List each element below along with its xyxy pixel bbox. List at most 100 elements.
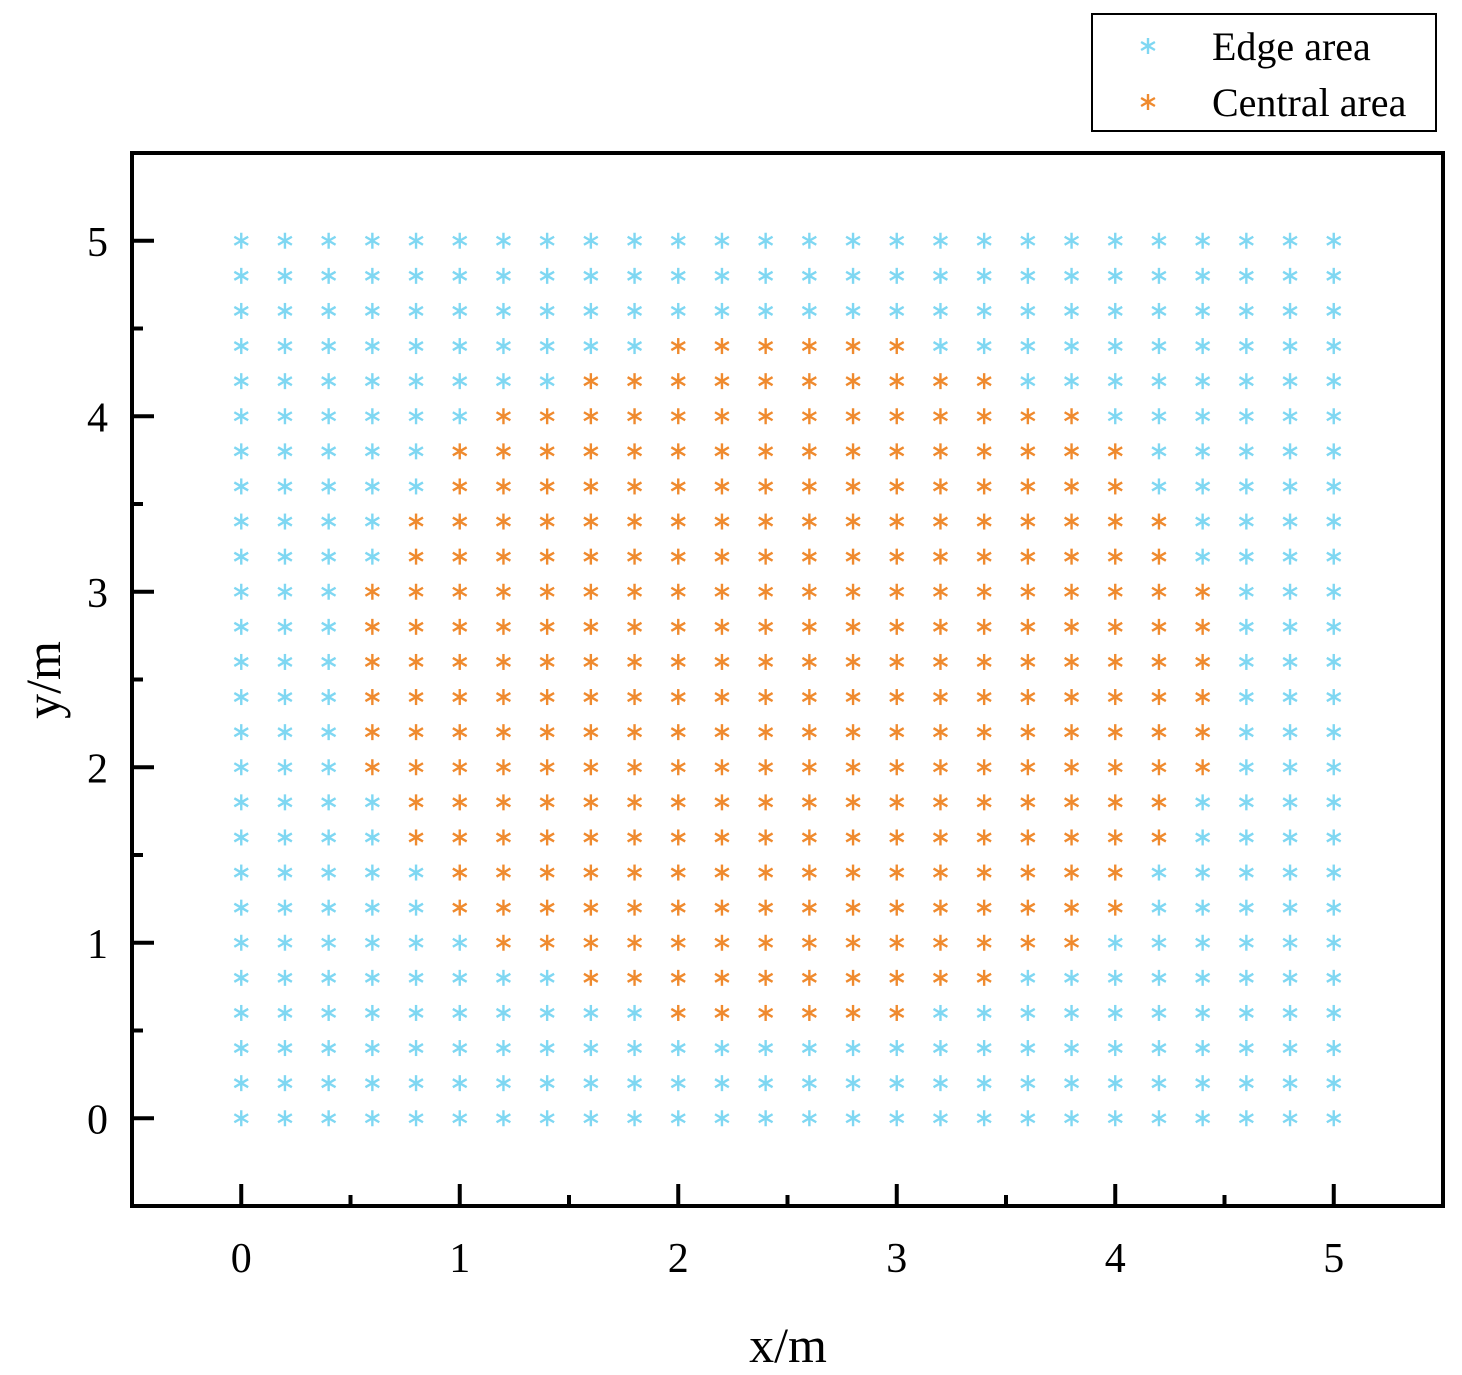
data-point-central-area <box>976 899 992 916</box>
data-point-edge-area <box>408 408 424 425</box>
data-point-edge-area <box>1326 302 1342 319</box>
data-point-edge-area <box>277 1110 293 1127</box>
data-point-central-area <box>845 583 861 600</box>
data-point-edge-area <box>1238 302 1254 319</box>
legend-label-central-area: Central area <box>1212 80 1407 125</box>
data-point-edge-area <box>321 618 337 635</box>
data-point-edge-area <box>321 302 337 319</box>
data-point-central-area <box>627 408 643 425</box>
data-point-edge-area <box>1238 864 1254 881</box>
data-point-edge-area <box>1064 1040 1080 1057</box>
data-point-edge-area <box>408 267 424 284</box>
data-point-edge-area <box>495 1110 511 1127</box>
data-point-edge-area <box>976 1075 992 1092</box>
data-point-central-area <box>714 548 730 565</box>
data-point-central-area <box>495 443 511 460</box>
data-point-edge-area <box>1282 338 1298 355</box>
data-point-central-area <box>408 583 424 600</box>
data-point-central-area <box>1195 724 1211 741</box>
data-point-central-area <box>539 548 555 565</box>
data-point-central-area <box>452 583 468 600</box>
data-point-edge-area <box>1326 583 1342 600</box>
data-point-central-area <box>627 689 643 706</box>
data-point-central-area <box>583 513 599 530</box>
data-point-central-area <box>670 794 686 811</box>
data-point-central-area <box>845 338 861 355</box>
data-point-edge-area <box>1326 443 1342 460</box>
data-point-edge-area <box>1151 443 1167 460</box>
data-point-edge-area <box>495 302 511 319</box>
data-point-central-area <box>932 864 948 881</box>
data-point-central-area <box>627 829 643 846</box>
data-point-edge-area <box>1282 478 1298 495</box>
data-point-central-area <box>670 899 686 916</box>
data-point-edge-area <box>321 1004 337 1021</box>
data-point-edge-area <box>1326 934 1342 951</box>
data-point-edge-area <box>1326 478 1342 495</box>
data-point-edge-area <box>1107 373 1123 390</box>
data-point-central-area <box>583 899 599 916</box>
data-point-central-area <box>539 513 555 530</box>
data-point-edge-area <box>801 1040 817 1057</box>
data-point-edge-area <box>1326 267 1342 284</box>
data-point-central-area <box>495 653 511 670</box>
data-point-central-area <box>1107 829 1123 846</box>
data-point-edge-area <box>758 1075 774 1092</box>
data-point-central-area <box>758 759 774 776</box>
data-point-central-area <box>889 864 905 881</box>
y-tick-label: 2 <box>87 746 108 792</box>
data-point-edge-area <box>495 1040 511 1057</box>
data-point-edge-area <box>1195 478 1211 495</box>
data-point-edge-area <box>277 232 293 249</box>
data-point-central-area <box>1020 653 1036 670</box>
data-point-central-area <box>1064 583 1080 600</box>
data-point-central-area <box>845 513 861 530</box>
data-point-edge-area <box>277 267 293 284</box>
data-point-central-area <box>495 548 511 565</box>
data-point-central-area <box>758 583 774 600</box>
data-point-edge-area <box>495 1004 511 1021</box>
data-point-central-area <box>976 724 992 741</box>
data-point-central-area <box>627 759 643 776</box>
data-point-central-area <box>932 934 948 951</box>
data-point-edge-area <box>452 1110 468 1127</box>
data-point-edge-area <box>408 864 424 881</box>
data-point-edge-area <box>364 1110 380 1127</box>
data-point-edge-area <box>1195 829 1211 846</box>
data-point-central-area <box>758 934 774 951</box>
data-point-edge-area <box>1282 373 1298 390</box>
data-point-edge-area <box>1020 232 1036 249</box>
data-point-edge-area <box>364 1040 380 1057</box>
data-point-central-area <box>1107 759 1123 776</box>
data-point-edge-area <box>364 338 380 355</box>
data-point-central-area <box>670 759 686 776</box>
legend: Edge area Central area <box>1091 13 1437 132</box>
data-point-edge-area <box>277 338 293 355</box>
data-point-central-area <box>845 618 861 635</box>
data-point-central-area <box>1064 513 1080 530</box>
data-point-central-area <box>801 513 817 530</box>
data-point-edge-area <box>1064 338 1080 355</box>
data-point-edge-area <box>1238 618 1254 635</box>
data-point-central-area <box>714 969 730 986</box>
data-point-central-area <box>758 689 774 706</box>
data-point-central-area <box>714 373 730 390</box>
data-point-central-area <box>495 689 511 706</box>
data-point-edge-area <box>714 232 730 249</box>
data-point-central-area <box>452 443 468 460</box>
data-point-central-area <box>1151 689 1167 706</box>
data-point-central-area <box>1064 934 1080 951</box>
data-point-central-area <box>539 583 555 600</box>
data-point-central-area <box>1151 548 1167 565</box>
data-point-edge-area <box>452 1004 468 1021</box>
x-axis-ticks: 0 1 2 3 4 5 <box>231 1184 1344 1282</box>
data-point-edge-area <box>233 618 249 635</box>
data-point-central-area <box>408 653 424 670</box>
data-point-central-area <box>714 513 730 530</box>
data-point-central-area <box>976 478 992 495</box>
data-point-edge-area <box>277 478 293 495</box>
data-point-edge-area <box>1195 794 1211 811</box>
data-point-central-area <box>889 899 905 916</box>
data-point-central-area <box>889 724 905 741</box>
data-point-central-area <box>976 864 992 881</box>
